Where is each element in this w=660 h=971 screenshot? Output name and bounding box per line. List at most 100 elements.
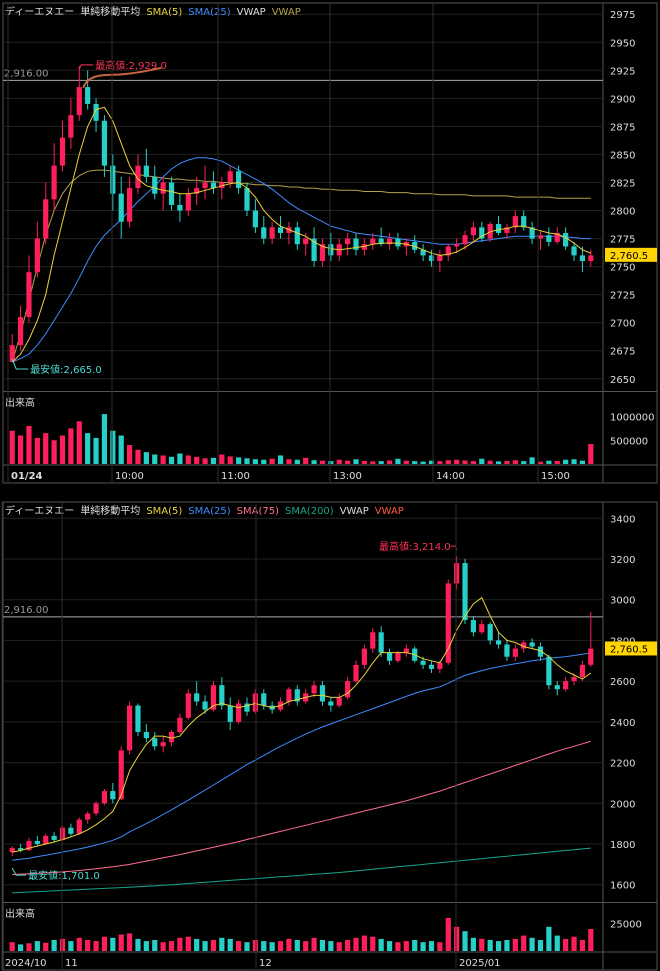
volume-bar[interactable] bbox=[462, 460, 468, 464]
volume-bar[interactable] bbox=[43, 433, 49, 464]
candle-body[interactable] bbox=[303, 238, 309, 245]
volume-bar[interactable] bbox=[395, 942, 401, 951]
volume-bar[interactable] bbox=[537, 461, 544, 464]
candle-body[interactable] bbox=[210, 182, 217, 189]
volume-bar[interactable] bbox=[126, 445, 133, 464]
candle-body[interactable] bbox=[454, 244, 460, 247]
volume-bar[interactable] bbox=[269, 942, 275, 951]
volume-bar[interactable] bbox=[370, 936, 376, 951]
volume-bar[interactable] bbox=[168, 941, 175, 951]
candle-body[interactable] bbox=[504, 227, 510, 233]
candle-body[interactable] bbox=[554, 232, 560, 242]
volume-bar[interactable] bbox=[261, 941, 267, 951]
candle-body[interactable] bbox=[51, 835, 57, 840]
candle-body[interactable] bbox=[51, 165, 57, 200]
volume-bar[interactable] bbox=[168, 456, 175, 464]
volume-bar[interactable] bbox=[286, 459, 292, 464]
volume-bar[interactable] bbox=[386, 941, 393, 951]
volume-bar[interactable] bbox=[454, 459, 460, 464]
candle-body[interactable] bbox=[512, 648, 518, 657]
candle-body[interactable] bbox=[462, 563, 468, 621]
candle-body[interactable] bbox=[328, 701, 334, 706]
candle-body[interactable] bbox=[93, 803, 99, 814]
volume-bar[interactable] bbox=[277, 941, 284, 951]
volume-bar[interactable] bbox=[336, 459, 342, 464]
volume-bar[interactable] bbox=[479, 458, 485, 464]
volume-bar[interactable] bbox=[546, 926, 552, 951]
volume-bar[interactable] bbox=[202, 941, 208, 951]
candle-body[interactable] bbox=[152, 738, 158, 747]
volume-bar[interactable] bbox=[579, 940, 586, 951]
chart-panel-daily[interactable]: 3400320030002800260024002200200018001600… bbox=[1, 501, 658, 971]
candle-body[interactable] bbox=[579, 664, 586, 678]
volume-bar[interactable] bbox=[143, 941, 149, 951]
volume-bar[interactable] bbox=[495, 941, 502, 951]
candle-body[interactable] bbox=[370, 632, 376, 649]
volume-bar[interactable] bbox=[588, 929, 594, 951]
volume-bar[interactable] bbox=[370, 461, 376, 464]
volume-bar[interactable] bbox=[269, 458, 275, 464]
candle-body[interactable] bbox=[521, 642, 527, 649]
volume-bar[interactable] bbox=[210, 457, 217, 464]
volume-bar[interactable] bbox=[252, 940, 258, 951]
volume-bar[interactable] bbox=[504, 940, 510, 951]
candle-body[interactable] bbox=[194, 693, 200, 702]
volume-bar[interactable] bbox=[294, 940, 300, 951]
candle-body[interactable] bbox=[252, 210, 258, 228]
candle-body[interactable] bbox=[319, 244, 326, 261]
volume-bar[interactable] bbox=[479, 938, 485, 951]
volume-bar[interactable] bbox=[294, 459, 300, 464]
candle-body[interactable] bbox=[361, 648, 367, 665]
candle-body[interactable] bbox=[185, 193, 191, 211]
volume-bar[interactable] bbox=[328, 461, 334, 464]
candle-body[interactable] bbox=[462, 235, 468, 245]
candle-body[interactable] bbox=[110, 165, 116, 194]
candle-body[interactable] bbox=[26, 840, 32, 851]
candle-body[interactable] bbox=[353, 238, 359, 250]
volume-bar[interactable] bbox=[345, 940, 351, 951]
candle-body[interactable] bbox=[85, 813, 91, 820]
volume-bar[interactable] bbox=[185, 455, 191, 464]
candle-body[interactable] bbox=[588, 255, 594, 261]
volume-bar[interactable] bbox=[227, 938, 233, 951]
volume-bar[interactable] bbox=[34, 437, 40, 464]
volume-bar[interactable] bbox=[202, 458, 208, 464]
candle-body[interactable] bbox=[9, 848, 15, 853]
candle-body[interactable] bbox=[437, 255, 443, 261]
candle-body[interactable] bbox=[479, 624, 485, 633]
volume-bar[interactable] bbox=[177, 937, 183, 951]
volume-bar[interactable] bbox=[17, 435, 24, 465]
volume-bar[interactable] bbox=[303, 941, 309, 951]
candle-body[interactable] bbox=[68, 827, 74, 834]
volume-bar[interactable] bbox=[521, 461, 527, 464]
volume-bar[interactable] bbox=[152, 454, 158, 465]
volume-bar[interactable] bbox=[194, 456, 200, 464]
volume-bar[interactable] bbox=[319, 940, 326, 951]
candle-body[interactable] bbox=[571, 246, 577, 256]
volume-bar[interactable] bbox=[26, 943, 32, 951]
volume-bar[interactable] bbox=[26, 426, 32, 464]
volume-bar[interactable] bbox=[437, 942, 443, 951]
candle-body[interactable] bbox=[454, 563, 460, 584]
candle-body[interactable] bbox=[76, 819, 82, 834]
volume-bar[interactable] bbox=[361, 935, 367, 951]
volume-bar[interactable] bbox=[512, 938, 518, 951]
volume-bar[interactable] bbox=[311, 460, 317, 464]
candle-body[interactable] bbox=[470, 227, 477, 236]
candle-body[interactable] bbox=[445, 246, 451, 256]
candle-body[interactable] bbox=[386, 238, 393, 245]
candle-body[interactable] bbox=[168, 732, 175, 743]
volume-bar[interactable] bbox=[126, 933, 133, 951]
volume-bar[interactable] bbox=[537, 940, 544, 951]
candle-body[interactable] bbox=[412, 241, 418, 250]
volume-bar[interactable] bbox=[445, 918, 451, 951]
volume-bar[interactable] bbox=[412, 461, 418, 464]
candle-body[interactable] bbox=[68, 115, 74, 138]
volume-bar[interactable] bbox=[34, 941, 40, 951]
candle-body[interactable] bbox=[487, 223, 493, 239]
volume-bar[interactable] bbox=[236, 457, 242, 464]
candle-body[interactable] bbox=[537, 235, 544, 239]
volume-bar[interactable] bbox=[445, 460, 451, 464]
volume-bar[interactable] bbox=[152, 940, 158, 951]
